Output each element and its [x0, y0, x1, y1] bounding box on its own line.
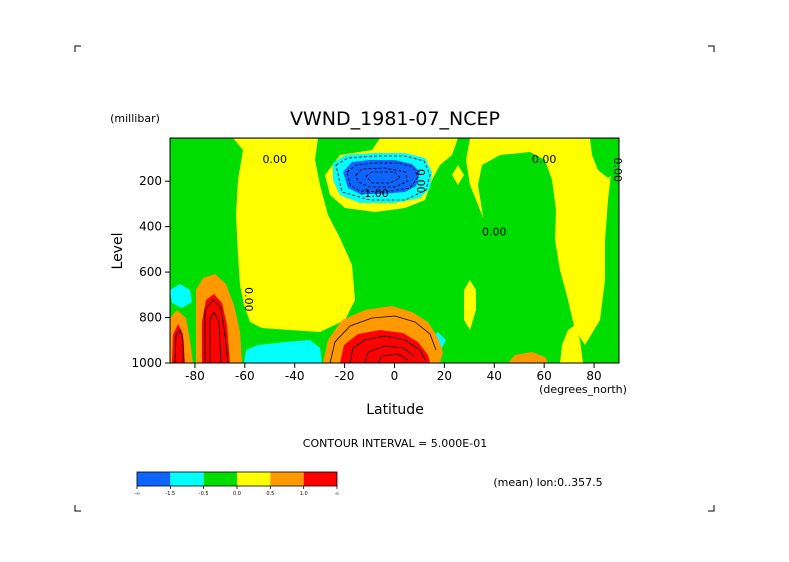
chart-title: VWND_1981-07_NCEP — [290, 108, 500, 130]
region-moderate-negative-antarctic — [170, 284, 192, 308]
region-weak-negative-south — [170, 138, 560, 363]
contour-interval-label: CONTOUR INTERVAL = 5.000E-01 — [303, 437, 487, 450]
region-strong-positive-tropics — [340, 330, 430, 363]
region-moderate-negative-surface — [244, 340, 322, 363]
colorbar-level-label: -1.5 — [165, 491, 175, 497]
region-strong-negative-core — [343, 160, 420, 194]
x-tick-label: -60 — [235, 369, 255, 383]
x-tick-label: 80 — [586, 369, 601, 383]
y-tick-label: 1000 — [131, 356, 162, 370]
region-positive-north-surface — [560, 325, 583, 363]
colorbar-level-label: -0.5 — [199, 491, 209, 497]
x-units-label: (degrees_north) — [539, 383, 627, 396]
colorbar-level-label: 0.0 — [233, 491, 241, 497]
colorbar-swatch — [270, 472, 304, 486]
contour-label: -1.00 — [360, 187, 388, 200]
region-weak-negative-north — [478, 148, 619, 363]
contour-field — [170, 138, 619, 363]
contour-label: 0.00 — [242, 287, 255, 312]
y-axis-label: Level — [110, 233, 126, 270]
x-tick-label: 40 — [487, 369, 502, 383]
region-moderate-positive-north — [508, 352, 548, 363]
contour-labels: 0.00 0.00 0.00 -1.00 0.00 0.00 0.00 — [242, 153, 624, 312]
colorbar-level-label: 0.5 — [266, 491, 274, 497]
contour-label: 0.00 — [414, 169, 427, 194]
colorbar-swatch — [303, 472, 337, 486]
crop-marks — [74, 45, 715, 512]
region-strong-positive-antarctic-b — [202, 294, 230, 363]
x-tick-label: 20 — [437, 369, 452, 383]
region-positive-midlat — [464, 280, 476, 330]
region-positive-upper — [296, 183, 310, 202]
x-tick-label: 0 — [391, 369, 399, 383]
x-axis-label: Latitude — [366, 402, 424, 418]
y-tick-label: 200 — [139, 174, 162, 188]
colorbar-level-label: -∞ — [134, 491, 140, 497]
colorbar-swatch — [237, 472, 271, 486]
mean-lon-label: (mean) lon:0..357.5 — [493, 476, 602, 489]
contour-label: 0.00 — [532, 153, 557, 166]
contour-label: 0.00 — [611, 158, 624, 183]
contour-label: 0.00 — [482, 226, 507, 239]
colorbar-swatch — [137, 472, 171, 486]
region-positive-high — [452, 165, 464, 185]
contour-label: 0.00 — [263, 153, 288, 166]
contour-lines — [170, 138, 619, 363]
x-axis: -80 -60 -40 -20 0 20 40 60 80 — [185, 363, 602, 383]
x-tick-label: -20 — [335, 369, 355, 383]
x-tick-label: -80 — [185, 369, 205, 383]
colorbar-level-label: 1.0 — [300, 491, 308, 497]
x-tick-label: -40 — [285, 369, 305, 383]
colorbar-level-label: ∞ — [335, 491, 339, 497]
colorbar: -∞ -1.5 -0.5 0.0 0.5 1.0 ∞ — [134, 471, 339, 497]
y-units-label: (millibar) — [110, 112, 160, 125]
y-tick-label: 400 — [139, 220, 162, 234]
x-tick-label: 60 — [537, 369, 552, 383]
y-tick-label: 600 — [139, 265, 162, 279]
colorbar-swatch — [170, 472, 204, 486]
y-tick-label: 800 — [139, 311, 162, 325]
region-weak-negative-high — [590, 138, 619, 178]
y-axis: 200 400 600 800 1000 — [131, 174, 170, 370]
colorbar-swatch — [203, 472, 237, 486]
